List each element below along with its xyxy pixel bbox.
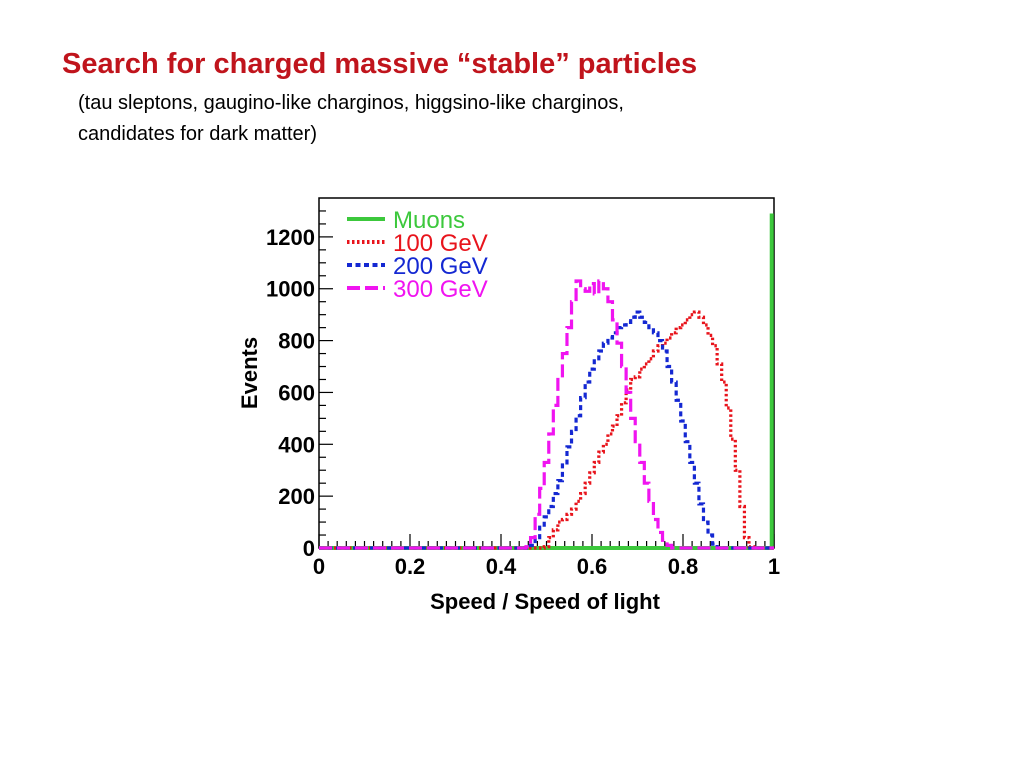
y-axis-label: Events	[237, 337, 262, 409]
y-axis-tick-labels: 0 200 400 600 800 1000 1200	[266, 225, 315, 561]
series-300-gev	[319, 279, 774, 550]
series-layer	[319, 213, 774, 550]
legend-muons-label: Muons	[393, 207, 465, 234]
y-tick-label: 1000	[266, 277, 315, 302]
x-axis-tick-labels: 0 0.2 0.4 0.6 0.8 1	[313, 554, 780, 579]
speed-histogram-chart: 0 200 400 600 800 1000 1200 0 0.2 0.4 0.6 0.8 1 Spe…	[237, 197, 780, 614]
x-tick-label: 0.8	[668, 554, 699, 579]
x-tick-label: 0.4	[486, 554, 517, 579]
legend-200-gev-label: 200 GeV	[393, 253, 488, 280]
x-tick-label: 0.2	[395, 554, 426, 579]
series-100-gev	[319, 310, 774, 550]
slide-title: Search for charged massive “stable” part…	[62, 48, 698, 80]
series-muons	[319, 213, 774, 550]
y-axis-ticks	[319, 210, 333, 549]
y-tick-label: 0	[303, 536, 315, 561]
x-tick-label: 1	[768, 554, 780, 579]
y-tick-label: 600	[278, 380, 315, 405]
y-tick-label: 800	[278, 329, 315, 354]
y-tick-label: 200	[278, 484, 315, 509]
subtitle-line-1: (tau sleptons, gaugino-like charginos, h…	[78, 92, 624, 114]
legend-100-gev-label: 100 GeV	[393, 230, 488, 257]
series-200-gev	[319, 310, 774, 550]
y-tick-label: 1200	[266, 225, 315, 250]
x-tick-label: 0.6	[577, 554, 608, 579]
x-tick-label: 0	[313, 554, 325, 579]
x-axis-ticks	[318, 534, 775, 548]
x-axis-label: Speed / Speed of light	[430, 589, 660, 614]
plot-frame	[318, 197, 775, 549]
subtitle-line-2: candidates for dark matter)	[78, 123, 317, 145]
legend-300-gev-label: 300 GeV	[393, 276, 488, 303]
y-tick-label: 400	[278, 432, 315, 457]
